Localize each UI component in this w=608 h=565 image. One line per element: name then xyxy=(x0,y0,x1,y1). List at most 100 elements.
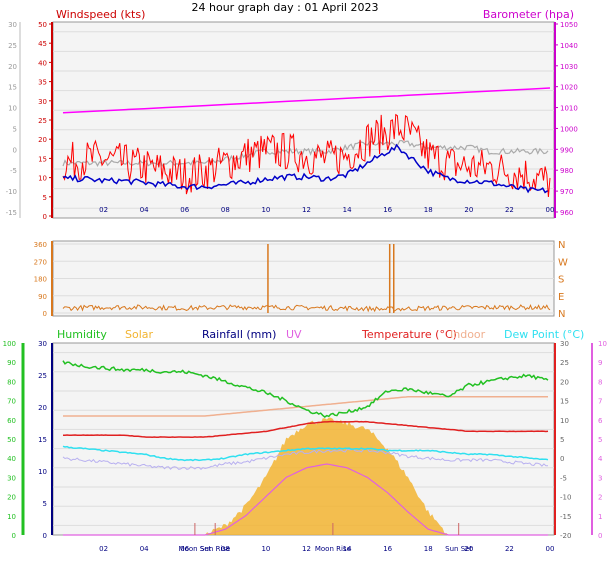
compass-tick-label: S xyxy=(558,275,564,286)
baro-tick-label: 1050 xyxy=(560,21,578,29)
rain-tick-label: 25 xyxy=(38,372,47,380)
x-tick-label: 14 xyxy=(343,545,352,553)
humidity-tick-label: 40 xyxy=(7,455,16,463)
wind-tick-label: 5 xyxy=(43,194,47,202)
humidity-tick-label: 60 xyxy=(7,417,16,425)
uv-tick-label: 4 xyxy=(598,455,603,463)
temp-outer-tick-label: 0 xyxy=(13,146,17,154)
compass-tick-label: E xyxy=(558,292,564,303)
humidity-tick-label: 100 xyxy=(3,340,16,348)
uv-tick-label: 9 xyxy=(598,359,602,367)
x-tick-label: 00 xyxy=(546,206,555,214)
x-tick-label: 18 xyxy=(424,206,433,214)
wind-tick-label: 50 xyxy=(38,21,47,29)
rain-tick-label: 5 xyxy=(43,500,47,508)
direction-tick-label: 360 xyxy=(34,241,47,249)
x-tick-label: 04 xyxy=(140,206,149,214)
humidity-tick-label: 20 xyxy=(7,494,16,502)
temp-tick-label: 5 xyxy=(560,436,564,444)
x-tick-label: 16 xyxy=(383,206,392,214)
humidity-tick-label: 90 xyxy=(7,359,16,367)
x-tick-label: 02 xyxy=(99,206,108,214)
temp-tick-label: 30 xyxy=(560,340,569,348)
x-tick-label: 02 xyxy=(99,545,108,553)
x-tick-label: 10 xyxy=(261,545,270,553)
temp-outer-tick-label: 10 xyxy=(8,105,17,113)
direction-tick-label: 0 xyxy=(43,310,47,318)
uv-tick-label: 5 xyxy=(598,436,602,444)
humidity-line xyxy=(62,360,549,418)
legend-item: UV xyxy=(286,328,302,341)
x-tick-label: 18 xyxy=(424,545,433,553)
temperature-line xyxy=(63,420,549,439)
direction-line xyxy=(62,304,551,313)
rain-tick-label: 10 xyxy=(38,468,47,476)
x-tick-label: 00 xyxy=(546,545,555,553)
humidity-tick-label: 30 xyxy=(7,474,16,482)
event-label: Sun Set xyxy=(445,545,472,553)
indoor-line xyxy=(63,396,548,417)
uv-line xyxy=(63,463,548,536)
x-tick-label: 08 xyxy=(221,545,230,553)
wind-axis-label: Windspeed (kts) xyxy=(56,8,145,21)
humidity-tick-label: 0 xyxy=(12,532,16,540)
temp-tick-label: 20 xyxy=(560,378,569,386)
baro-axis-label: Barometer (hpa) xyxy=(483,8,574,21)
avg-wind-line xyxy=(62,143,549,194)
temp-tick-label: -15 xyxy=(560,513,571,521)
baro-tick-label: 1020 xyxy=(560,84,578,92)
legend-item: Solar xyxy=(125,328,154,341)
baro-tick-label: 960 xyxy=(560,209,573,217)
temp-tick-label: -5 xyxy=(560,474,567,482)
temp-tick-label: -10 xyxy=(560,494,571,502)
event-label: Moon Rise xyxy=(315,545,351,553)
uv-tick-label: 0 xyxy=(598,532,602,540)
direction-tick-label: 180 xyxy=(34,276,47,284)
solar-area xyxy=(63,417,550,535)
compass-tick-label: N xyxy=(558,240,565,251)
uv-tick-label: 8 xyxy=(598,378,602,386)
rain-tick-label: 20 xyxy=(38,404,47,412)
temp-tick-label: -20 xyxy=(560,532,571,540)
legend-item: Temperature (°C) xyxy=(361,328,457,341)
humidity-tick-label: 50 xyxy=(7,436,16,444)
temp-outer-tick-label: 30 xyxy=(8,21,17,29)
direction-tick-label: 90 xyxy=(38,293,47,301)
baro-tick-label: 1000 xyxy=(560,125,578,133)
temp-tick-label: 10 xyxy=(560,417,569,425)
dewpoint-line xyxy=(62,445,549,462)
rain-tick-label: 30 xyxy=(38,340,47,348)
uv-tick-label: 2 xyxy=(598,494,602,502)
baro-tick-label: 1010 xyxy=(560,105,578,113)
x-tick-label: 08 xyxy=(221,206,230,214)
gust-line xyxy=(62,113,551,198)
baro-tick-label: 970 xyxy=(560,188,573,196)
x-tick-label: 16 xyxy=(383,545,392,553)
wind-tick-label: 0 xyxy=(43,213,47,221)
wind-tick-label: 15 xyxy=(38,155,47,163)
humidity-tick-label: 70 xyxy=(7,398,16,406)
wind-tick-label: 25 xyxy=(38,117,47,125)
legend-item: Humidity xyxy=(57,328,107,341)
uv-tick-label: 7 xyxy=(598,398,602,406)
temp-tick-label: 0 xyxy=(560,455,564,463)
x-tick-label: 06 xyxy=(180,206,189,214)
wind-tick-label: 10 xyxy=(38,175,47,183)
baro-tick-label: 1040 xyxy=(560,42,578,50)
temp-outer-tick-label: -15 xyxy=(6,209,17,217)
wind-tick-label: 30 xyxy=(38,98,47,106)
temp-tick-label: 25 xyxy=(560,359,569,367)
temp-outer-tick-label: -10 xyxy=(6,188,17,196)
wind-tick-label: 20 xyxy=(38,136,47,144)
uv-tick-label: 1 xyxy=(598,513,602,521)
rain-tick-label: 0 xyxy=(43,532,47,540)
uv-tick-label: 10 xyxy=(598,340,607,348)
chart-title: 24 hour graph day : 01 April 2023 xyxy=(192,1,379,14)
humidity-tick-label: 10 xyxy=(7,513,16,521)
rain-tick-label: 15 xyxy=(38,436,47,444)
baro-tick-label: 990 xyxy=(560,146,573,154)
wind-tick-label: 35 xyxy=(38,79,47,87)
wind-tick-label: 45 xyxy=(38,40,47,48)
baro-tick-label: 980 xyxy=(560,167,573,175)
